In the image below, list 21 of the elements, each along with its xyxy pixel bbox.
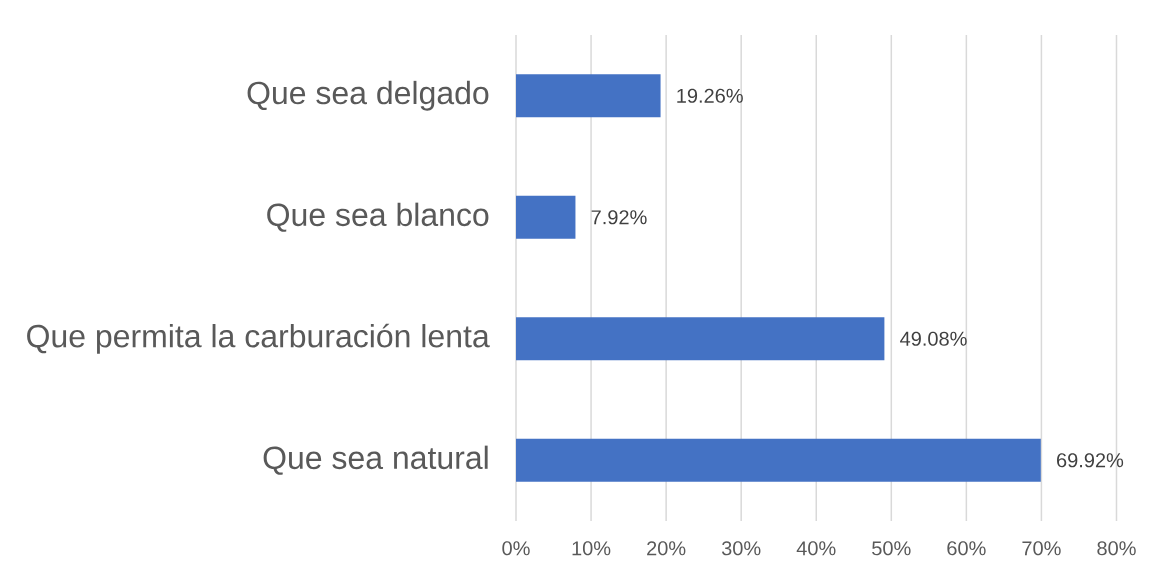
y-tick-label: Que permita la carburación lenta: [27, 323, 490, 354]
bar: [516, 317, 885, 361]
data-label: 7.92%: [591, 210, 647, 225]
x-tick-label: 60%: [947, 541, 986, 556]
x-tick-label: 30%: [721, 541, 761, 556]
x-tick-label: 20%: [647, 541, 686, 556]
x-tick-label: 10%: [572, 541, 611, 556]
bar: [516, 74, 661, 118]
data-label: 49.08%: [900, 331, 967, 346]
x-tick-label: 0%: [502, 541, 530, 556]
y-tick-label: Que sea delgado: [247, 80, 489, 111]
data-label: 69.92%: [1057, 453, 1124, 468]
y-tick-label: Que sea natural: [263, 445, 488, 475]
x-tick-label: 40%: [796, 541, 836, 556]
data-label: 19.26%: [677, 88, 743, 103]
x-tick-label: 80%: [1097, 541, 1136, 556]
x-tick-label: 70%: [1022, 541, 1061, 556]
x-tick-label: 50%: [872, 541, 911, 556]
bar: [516, 438, 1041, 482]
bar: [516, 195, 576, 239]
y-tick-label: Que sea blanco: [267, 202, 489, 232]
